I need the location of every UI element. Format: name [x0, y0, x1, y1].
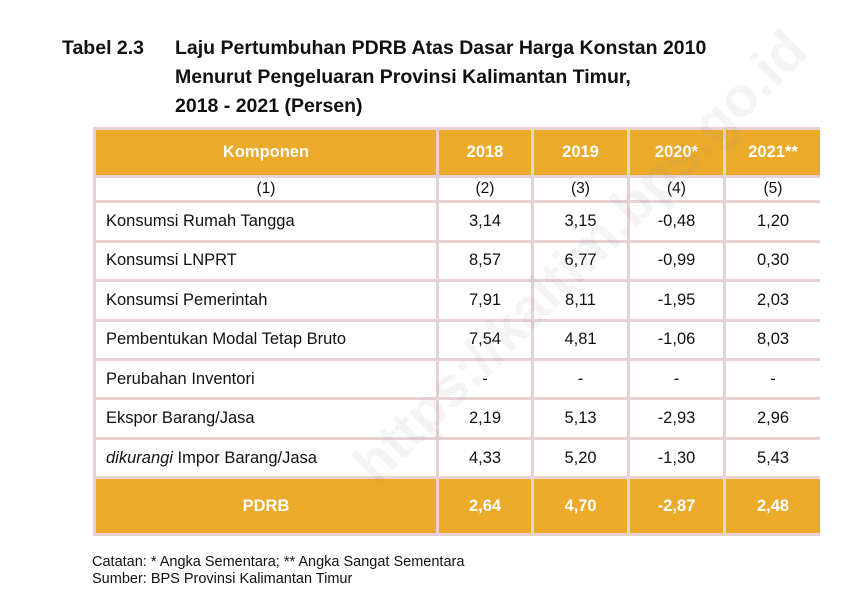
table-row: Konsumsi LNPRT 8,57 6,77 -0,99 0,30 [96, 242, 820, 280]
table-row: Ekspor Barang/Jasa 2,19 5,13 -2,93 2,96 [96, 400, 820, 437]
header-row: Komponen 2018 2019 2020* 2021** [96, 130, 820, 175]
title-line-3: 2018 - 2021 (Persen) [175, 95, 363, 117]
cell-value: 3,14 [439, 203, 531, 240]
cell-value: - [630, 361, 723, 398]
cell-value: 8,57 [439, 242, 531, 280]
cell-value: 4,81 [534, 321, 627, 359]
row-label: Konsumsi Rumah Tangga [96, 203, 436, 240]
cell-value: -0,48 [630, 203, 723, 240]
cell-value: -2,93 [630, 400, 723, 437]
header-komponen: Komponen [96, 130, 436, 175]
total-value: 2,48 [726, 479, 820, 533]
table-number: Tabel 2.3 [62, 37, 145, 59]
cell-value: 5,20 [534, 439, 627, 477]
cell-value: 1,20 [726, 203, 820, 240]
col-number: (5) [726, 178, 820, 201]
total-label: PDRB [96, 479, 436, 533]
total-value: 2,64 [439, 479, 531, 533]
header-2021: 2021** [726, 130, 820, 175]
table-notes: Catatan: * Angka Sementara; ** Angka San… [92, 554, 464, 588]
table-row: Pembentukan Modal Tetap Bruto 7,54 4,81 … [96, 321, 820, 359]
table-row: Konsumsi Rumah Tangga 3,14 3,15 -0,48 1,… [96, 203, 820, 240]
cell-value: 0,30 [726, 242, 820, 280]
cell-value: -1,95 [630, 282, 723, 319]
cell-value: - [534, 361, 627, 398]
cell-value: 5,43 [726, 439, 820, 477]
title-line-2: Menurut Pengeluaran Provinsi Kalimantan … [175, 66, 631, 88]
cell-value: - [439, 361, 531, 398]
row-label: Konsumsi LNPRT [96, 242, 436, 280]
cell-value: 5,13 [534, 400, 627, 437]
row-label: Konsumsi Pemerintah [96, 282, 436, 319]
header-2020: 2020* [630, 130, 723, 175]
col-number: (4) [630, 178, 723, 201]
footnote: Catatan: * Angka Sementara; ** Angka San… [92, 554, 465, 570]
row-label: dikurangi Impor Barang/Jasa [96, 439, 436, 477]
cell-value: 8,11 [534, 282, 627, 319]
cell-value: 2,03 [726, 282, 820, 319]
header-2018: 2018 [439, 130, 531, 175]
cell-value: 7,54 [439, 321, 531, 359]
row-label-rest: Impor Barang/Jasa [172, 448, 317, 467]
cell-value: 3,15 [534, 203, 627, 240]
table-title: Tabel 2.3 Laju Pertumbuhan PDRB Atas Das… [62, 34, 706, 121]
cell-value: 8,03 [726, 321, 820, 359]
total-row: PDRB 2,64 4,70 -2,87 2,48 [96, 479, 820, 533]
title-line-1: Laju Pertumbuhan PDRB Atas Dasar Harga K… [175, 37, 707, 59]
total-value: -2,87 [630, 479, 723, 533]
cell-value: 4,33 [439, 439, 531, 477]
cell-value: - [726, 361, 820, 398]
cell-value: 6,77 [534, 242, 627, 280]
row-label: Perubahan Inventori [96, 361, 436, 398]
total-value: 4,70 [534, 479, 627, 533]
column-number-row: (1) (2) (3) (4) (5) [96, 178, 820, 201]
cell-value: -1,06 [630, 321, 723, 359]
col-number: (1) [96, 178, 436, 201]
row-label-italic: dikurangi [106, 448, 173, 467]
row-label: Pembentukan Modal Tetap Bruto [96, 321, 436, 359]
header-2019: 2019 [534, 130, 627, 175]
cell-value: 7,91 [439, 282, 531, 319]
table-row: Konsumsi Pemerintah 7,91 8,11 -1,95 2,03 [96, 282, 820, 319]
cell-value: 2,96 [726, 400, 820, 437]
data-table-container: Komponen 2018 2019 2020* 2021** (1) (2) … [93, 127, 820, 536]
col-number: (2) [439, 178, 531, 201]
table-row: Perubahan Inventori - - - - [96, 361, 820, 398]
table-row: dikurangi Impor Barang/Jasa 4,33 5,20 -1… [96, 439, 820, 477]
source-note: Sumber: BPS Provinsi Kalimantan Timur [92, 571, 353, 587]
cell-value: 2,19 [439, 400, 531, 437]
cell-value: -1,30 [630, 439, 723, 477]
growth-table: Komponen 2018 2019 2020* 2021** (1) (2) … [93, 127, 823, 536]
col-number: (3) [534, 178, 627, 201]
cell-value: -0,99 [630, 242, 723, 280]
row-label: Ekspor Barang/Jasa [96, 400, 436, 437]
